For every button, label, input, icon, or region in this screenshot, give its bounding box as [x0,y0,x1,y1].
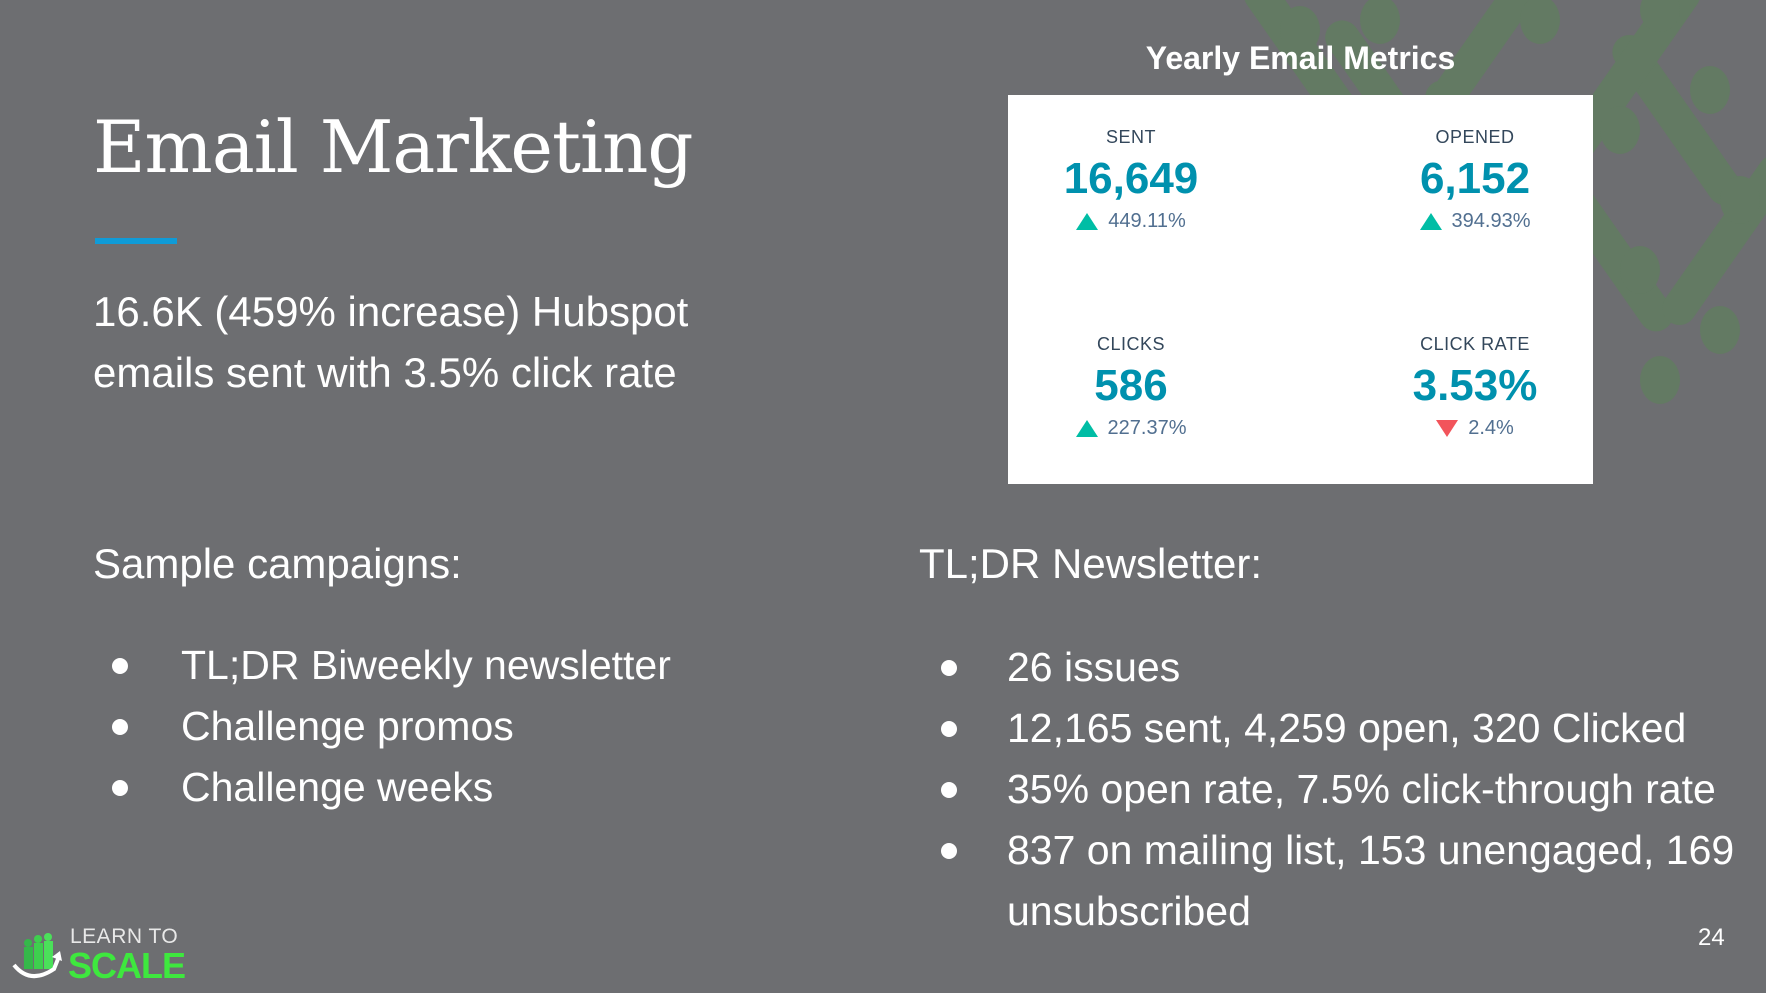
metric-sent: SENT 16,649 449.11% [1063,127,1199,232]
bullet-icon [941,843,957,859]
arrow-up-icon [1419,213,1442,231]
list-item: 12,165 sent, 4,259 open, 320 Clicked [941,698,1747,759]
list-item: Challenge weeks [112,757,671,818]
arrow-down-icon [1436,420,1459,438]
metrics-card: SENT 16,649 449.11% OPENED 6,152 394.93%… [1008,95,1593,484]
newsletter-heading: TL;DR Newsletter: [919,540,1263,587]
list-item: 837 on mailing list, 153 unengaged, 169 … [941,820,1747,942]
metric-clicks: CLICKS 586 227.37% [1001,334,1261,440]
newsletter-list: 26 issues 12,165 sent, 4,259 open, 320 C… [941,637,1747,942]
campaigns-heading: Sample campaigns: [93,540,462,587]
summary-text: 16.6K (459% increase) Hubspot emails sen… [93,288,689,396]
metric-click-rate: CLICK RATE 3.53% 2.4% [1412,334,1538,439]
campaigns-list: TL;DR Biweekly newsletter Challenge prom… [112,635,671,818]
bullet-icon [112,658,128,674]
list-item: 26 issues [941,637,1747,698]
page-number: 24 [1698,924,1725,951]
list-item: Challenge promos [112,696,671,757]
bullet-icon [941,660,957,676]
bullet-icon [941,782,957,798]
bullet-icon [941,721,957,737]
logo-people-arrow-icon [12,933,62,978]
learn-to-scale-logo: LEARN TO SCALE [10,925,186,986]
arrow-up-icon [1076,213,1099,231]
metric-opened: OPENED 6,152 394.93% [1419,127,1531,232]
page-title: Email Marketing [93,105,693,189]
list-item: 35% open rate, 7.5% click-through rate [941,759,1747,820]
bullet-icon [112,780,128,796]
list-item: TL;DR Biweekly newsletter [112,635,671,696]
metrics-title: Yearly Email Metrics [1145,40,1456,76]
bullet-icon [112,719,128,735]
title-underline [95,238,177,244]
arrow-up-icon [1075,420,1098,438]
